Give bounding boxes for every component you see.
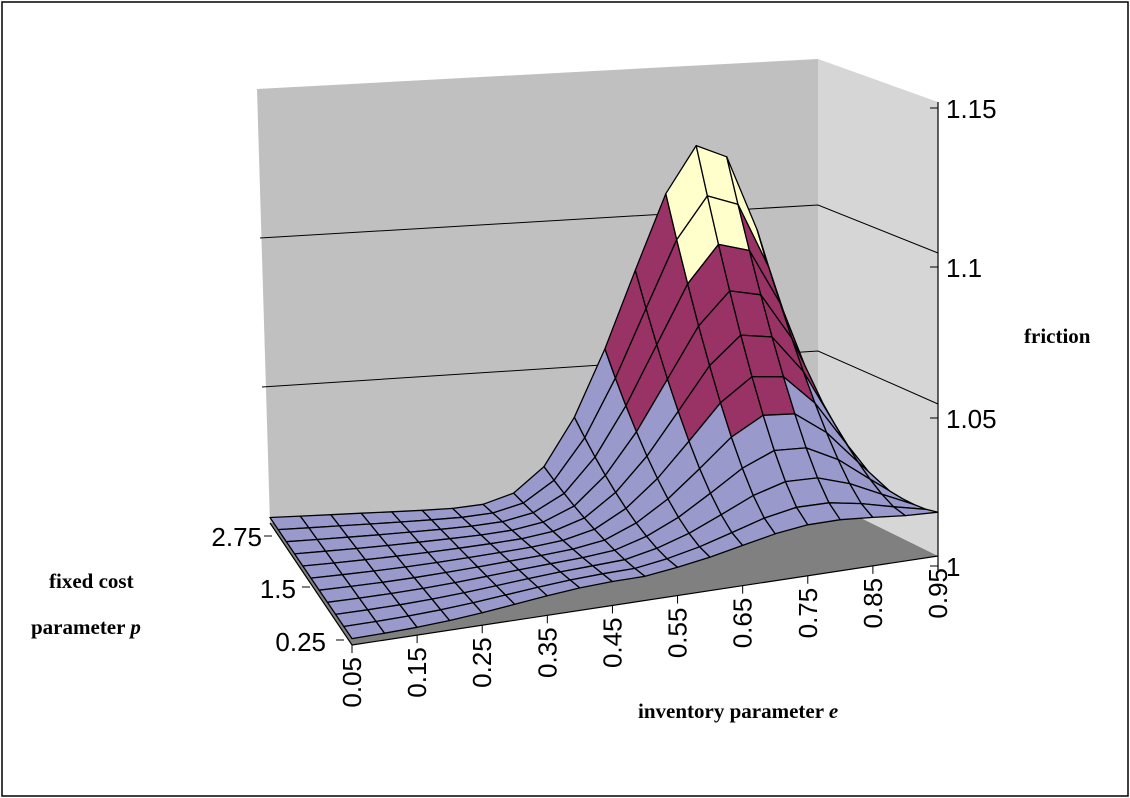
x-tick-label: 0.25 (467, 637, 497, 688)
x-axis-label: inventory parameter e (638, 699, 838, 723)
surface-mesh (269, 144, 939, 640)
gridlines (259, 204, 939, 405)
x-tick-label: 0.45 (597, 617, 627, 668)
y-tick-label: 2.75 (211, 522, 262, 552)
x-tick-label: 0.85 (858, 578, 888, 629)
y-axis-label-line1: fixed cost (49, 569, 134, 593)
surface-cell (893, 506, 939, 517)
gridline-1-1 (261, 350, 939, 405)
y-axis-line (269, 522, 353, 646)
x-tick-label: 0.35 (532, 627, 562, 678)
x-tick-label: 0.95 (923, 568, 953, 619)
y-axis-label-text: parameter (31, 615, 130, 639)
x-axis-line (351, 555, 939, 646)
x-tick-label: 0.75 (793, 588, 823, 639)
gridline-1-05 (259, 204, 939, 254)
x-tick-label: 0.65 (728, 598, 758, 649)
y-axis-label-line2: parameter p (31, 615, 141, 639)
z-tick-label: 1 (946, 552, 960, 582)
x-tick-label: 0.05 (337, 657, 367, 708)
y-tick-label: 0.25 (275, 627, 326, 657)
z-tick-label: 1.1 (946, 253, 982, 283)
x-tick-label: 0.15 (402, 647, 432, 698)
x-axis-ticks: 0.05 0.15 0.25 0.35 0.45 0.55 0.65 0.75 0.85 0.95 (337, 556, 953, 708)
y-tick-label: 1.5 (260, 574, 296, 604)
x-axis-label-text: inventory parameter (638, 699, 829, 723)
x-axis-label-var: e (829, 699, 838, 723)
z-axis-label: friction (1024, 324, 1091, 348)
z-tick-label: 1.15 (946, 94, 997, 124)
y-axis-label-var: p (128, 615, 141, 639)
z-axis-ticks (930, 107, 938, 567)
z-tick-label: 1.05 (946, 404, 997, 434)
side-wall (818, 59, 938, 556)
x-tick-label: 0.55 (663, 608, 693, 659)
